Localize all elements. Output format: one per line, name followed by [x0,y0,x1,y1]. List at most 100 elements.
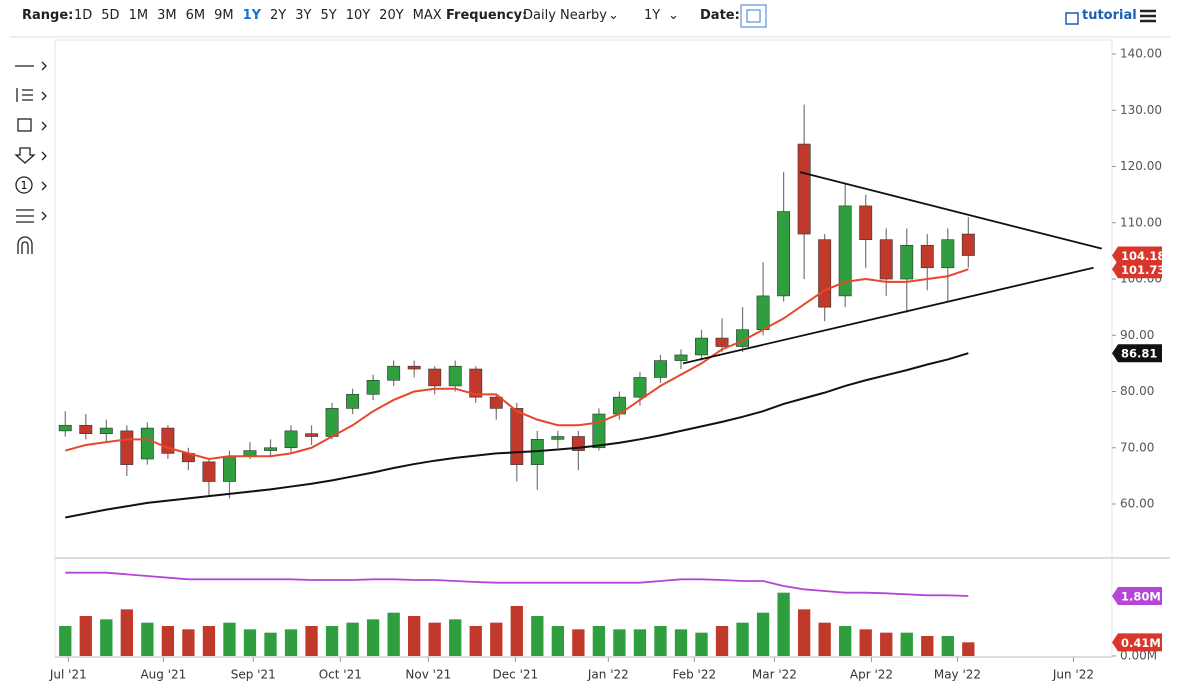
candle-body [592,413,606,449]
candle-body [777,211,791,297]
volume-bar [408,616,421,656]
candle-body [222,455,236,482]
volume-bar [736,622,749,656]
tool-note[interactable] [15,176,33,194]
candle-body [202,461,216,482]
range-button[interactable]: 2Y [270,8,287,23]
volume-bar [633,629,647,656]
volume-bar [120,609,133,656]
candle-body [510,408,524,465]
candle-body [756,295,770,330]
chevron: ⌄ [608,8,619,23]
candle-body [695,337,708,356]
volume-bar [469,626,482,656]
volume-bar [839,626,852,656]
volume-bar [613,629,626,656]
range-button[interactable]: 1Y [242,8,262,23]
film-icon [1065,12,1079,25]
candle-body [715,337,729,347]
range-button[interactable]: 3M [157,8,177,23]
candle-body [99,427,113,435]
frequency-label: Frequency: [446,8,528,23]
candle-body [797,143,811,235]
tool-chevrons [41,61,47,221]
period-select[interactable]: 1Y [644,8,661,23]
range-label: Range: [22,8,74,23]
price-badge [1112,246,1162,265]
candle-body [346,394,360,409]
volume-bar [141,622,154,656]
volume-bar [100,619,113,656]
candle-body [58,424,72,432]
plot-frame [54,39,1113,658]
tutorial-link[interactable]: tutorial [1082,8,1137,23]
range-button[interactable]: 20Y [379,8,404,23]
x-tick-label: Sep '21 [231,668,276,682]
trendline [799,171,1102,250]
volume-bar [59,626,72,656]
volume-bar [366,619,380,656]
chevron: ⌄ [668,8,679,23]
tool-rect[interactable] [17,118,32,132]
x-tick-label: Oct '21 [319,668,362,682]
x-tick-label: Nov '21 [405,668,451,682]
y-tick-label: 110.00 [1120,215,1162,229]
volume-bar [941,636,954,656]
price-badge [1112,587,1162,605]
price-badge-label: 0.41M [1121,636,1161,650]
range-button[interactable]: 9M [214,8,234,23]
price-badge [1112,260,1162,279]
tool-arrow[interactable] [14,147,36,164]
menu-icon[interactable] [1140,9,1156,23]
range-button[interactable]: 1D [74,8,93,23]
frequency-select[interactable]: Daily Nearby [523,8,608,23]
x-tick-label: Jul '21 [49,668,87,682]
candle-body [428,368,442,387]
y-tick-label: 80.00 [1120,384,1154,398]
candle-body [838,205,852,297]
tool-magnet[interactable] [17,236,33,254]
candle-body [859,205,873,240]
volume-bar [859,629,872,656]
volume-bar [551,626,565,656]
candle-body [941,239,955,269]
tool-fib[interactable] [16,88,33,102]
candle-body [305,433,319,437]
volume-bar [592,626,606,656]
volume-bar [756,612,770,656]
volume-bar [531,616,544,656]
x-tick-label: Dec '21 [493,668,539,682]
volume-average [65,571,969,597]
candle-body [366,379,380,395]
volume-bar [777,592,790,656]
volume-tick-label: 0.00M [1120,649,1157,663]
volume-bar [900,632,913,656]
volume-bar [449,619,462,656]
x-tick-label: Jan '22 [587,668,629,682]
volume-bar [346,622,359,656]
range-button[interactable]: 5Y [320,8,337,23]
volume-bar [202,626,216,656]
candle-body [879,239,893,280]
range-button[interactable]: 3Y [295,8,312,23]
candle-body [469,368,483,398]
range-button[interactable]: 1M [128,8,149,23]
x-tick-label: Jun '22 [1052,668,1094,682]
volume-bar [284,629,298,656]
candle-body [961,233,975,256]
tool-settings[interactable] [16,209,34,223]
volume-bar [572,629,585,656]
y-tick-label: 60.00 [1120,497,1154,511]
range-button[interactable]: 10Y [345,8,371,23]
candle-body [325,408,339,437]
date-picker[interactable] [740,4,767,28]
range-button[interactable]: 5D [101,8,120,23]
trendline [682,266,1094,365]
range-button[interactable]: MAX [412,8,442,23]
x-tick-label: Mar '22 [752,668,797,682]
price-badge-label: 86.81 [1121,347,1157,361]
calendar-icon [746,9,761,23]
range-button[interactable]: 6M [185,8,206,23]
candle-body [120,430,134,465]
candle-body [920,244,934,269]
